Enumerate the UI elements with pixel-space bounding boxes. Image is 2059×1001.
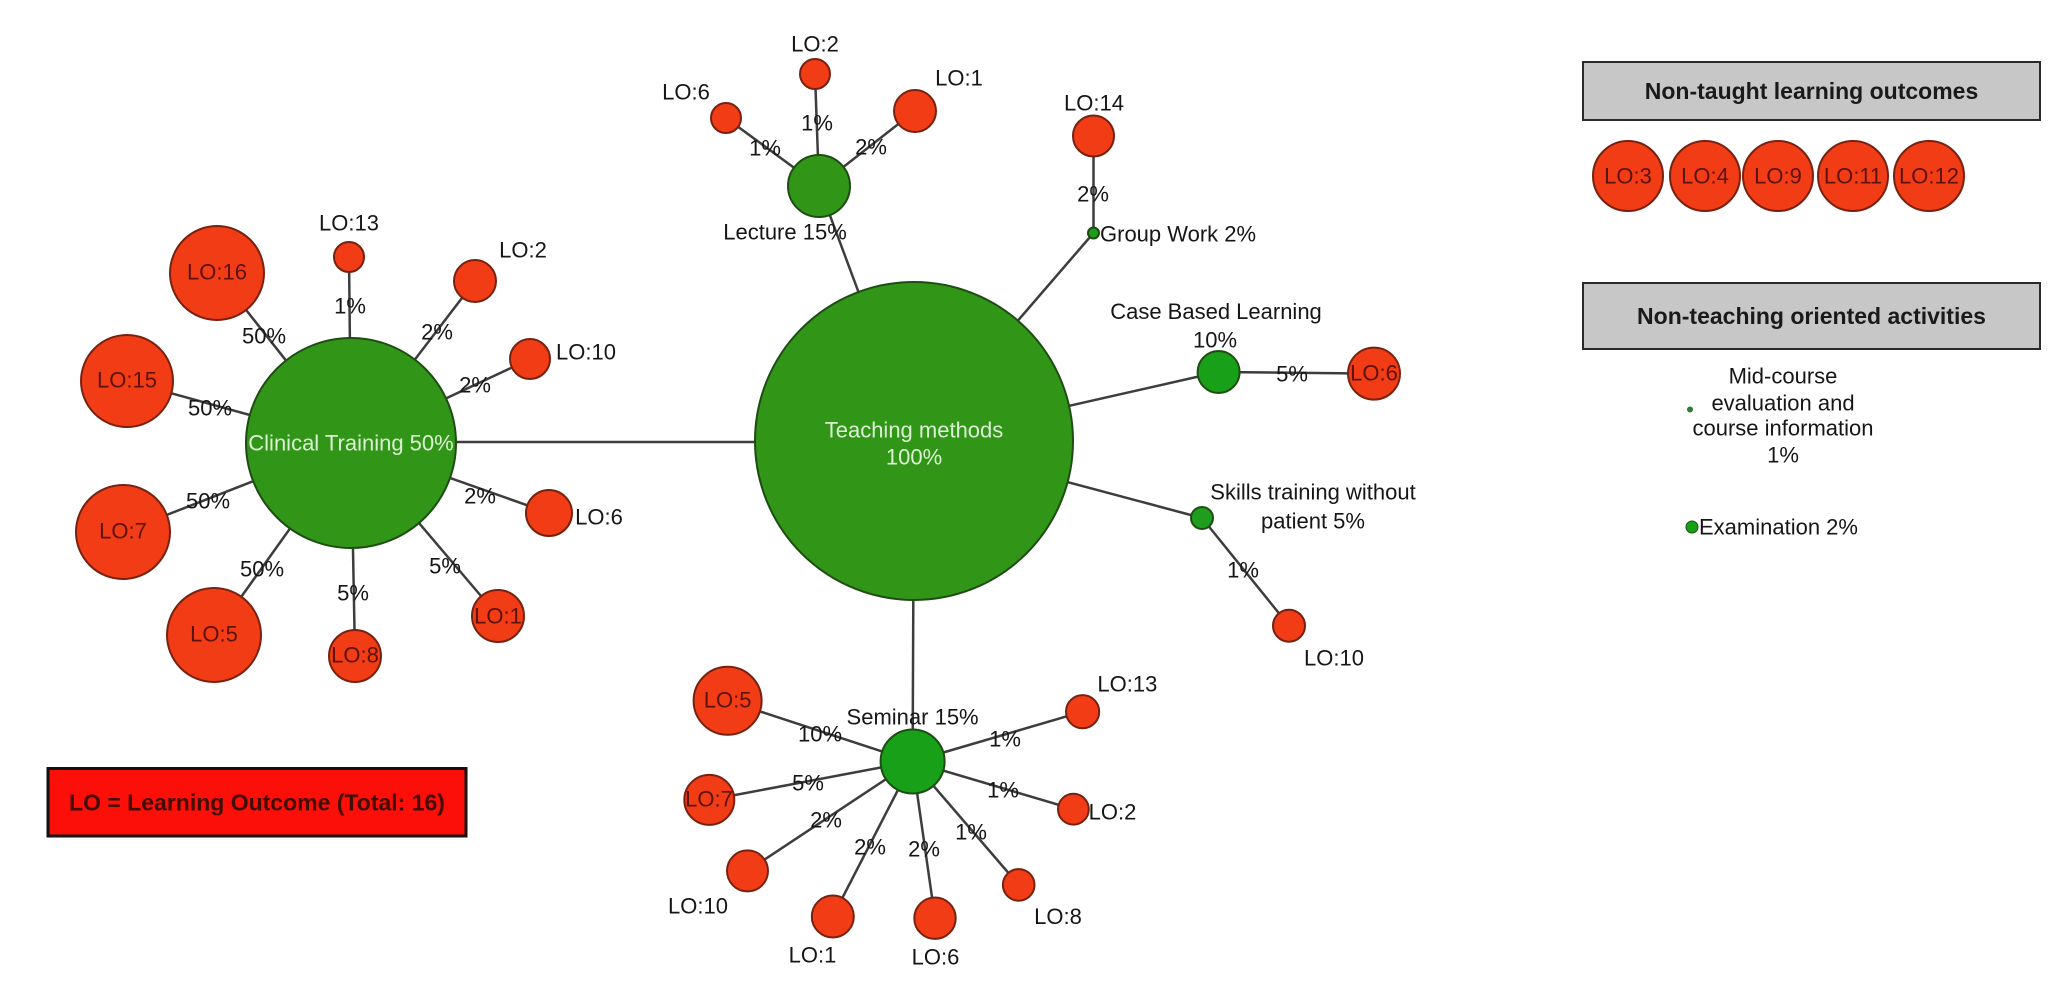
svg-text:course information: course information — [1693, 416, 1874, 441]
svg-text:LO:16: LO:16 — [187, 260, 247, 285]
svg-text:1%: 1% — [334, 294, 366, 319]
svg-text:2%: 2% — [854, 835, 886, 860]
svg-text:10%: 10% — [1193, 328, 1237, 353]
svg-text:LO = Learning Outcome (Total:: LO = Learning Outcome (Total: 16) — [69, 790, 445, 816]
svg-text:evaluation and: evaluation and — [1711, 391, 1854, 416]
svg-text:Clinical Training 50%: Clinical Training 50% — [248, 431, 453, 456]
svg-text:LO:14: LO:14 — [1064, 91, 1124, 116]
svg-text:LO:13: LO:13 — [1097, 672, 1157, 697]
svg-text:5%: 5% — [429, 554, 461, 579]
svg-text:2%: 2% — [908, 837, 940, 862]
svg-text:2%: 2% — [459, 373, 491, 398]
svg-text:LO:10: LO:10 — [668, 894, 728, 919]
svg-text:LO:3: LO:3 — [1604, 164, 1652, 189]
svg-text:1%: 1% — [987, 778, 1019, 803]
svg-text:1%: 1% — [955, 820, 987, 845]
svg-text:Skills training without: Skills training without — [1210, 480, 1415, 505]
svg-text:Teaching methods: Teaching methods — [825, 418, 1004, 443]
svg-text:LO:4: LO:4 — [1681, 164, 1729, 189]
svg-text:LO:7: LO:7 — [685, 787, 733, 812]
svg-text:2%: 2% — [464, 484, 496, 509]
svg-text:LO:1: LO:1 — [935, 66, 983, 91]
svg-text:LO:6: LO:6 — [1350, 361, 1398, 386]
svg-text:Non-teaching oriented activiti: Non-teaching oriented activities — [1637, 303, 1986, 329]
svg-text:LO:6: LO:6 — [575, 505, 623, 530]
svg-text:2%: 2% — [421, 320, 453, 345]
svg-text:50%: 50% — [188, 396, 232, 421]
svg-text:Case Based Learning: Case Based Learning — [1110, 299, 1322, 324]
svg-text:LO:1: LO:1 — [789, 943, 837, 968]
svg-text:LO:6: LO:6 — [662, 80, 710, 105]
svg-text:LO:5: LO:5 — [704, 688, 752, 713]
svg-text:100%: 100% — [886, 445, 942, 470]
svg-text:50%: 50% — [240, 557, 284, 582]
svg-text:1%: 1% — [1767, 443, 1799, 468]
svg-text:LO:8: LO:8 — [1034, 904, 1082, 929]
svg-text:2%: 2% — [1077, 182, 1109, 207]
svg-text:Lecture 15%: Lecture 15% — [723, 220, 847, 245]
svg-text:1%: 1% — [989, 727, 1021, 752]
svg-text:Mid-course: Mid-course — [1729, 364, 1838, 389]
svg-text:LO:9: LO:9 — [1754, 164, 1802, 189]
svg-text:Examination 2%: Examination 2% — [1699, 515, 1858, 540]
svg-text:Non-taught learning outcomes: Non-taught learning outcomes — [1645, 78, 1979, 104]
svg-text:LO:11: LO:11 — [1824, 164, 1882, 189]
svg-text:LO:10: LO:10 — [1304, 646, 1364, 671]
svg-text:LO:5: LO:5 — [190, 622, 238, 647]
svg-text:LO:10: LO:10 — [556, 340, 616, 365]
svg-text:1%: 1% — [801, 111, 833, 136]
svg-text:LO:7: LO:7 — [99, 519, 147, 544]
svg-text:2%: 2% — [810, 808, 842, 833]
svg-text:LO:2: LO:2 — [1089, 800, 1137, 825]
svg-text:5%: 5% — [1276, 362, 1308, 387]
svg-text:LO:2: LO:2 — [499, 238, 547, 263]
svg-text:LO:6: LO:6 — [912, 945, 960, 970]
svg-text:5%: 5% — [337, 581, 369, 606]
svg-text:10%: 10% — [798, 722, 842, 747]
svg-text:patient 5%: patient 5% — [1261, 509, 1365, 534]
svg-text:LO:2: LO:2 — [791, 32, 839, 57]
svg-text:50%: 50% — [186, 489, 230, 514]
svg-text:LO:1: LO:1 — [474, 604, 522, 629]
svg-text:Seminar 15%: Seminar 15% — [847, 705, 979, 730]
svg-text:1%: 1% — [749, 136, 781, 161]
svg-text:2%: 2% — [855, 135, 887, 160]
svg-text:50%: 50% — [242, 324, 286, 349]
svg-text:LO:13: LO:13 — [319, 211, 379, 236]
svg-text:5%: 5% — [792, 771, 824, 796]
svg-text:LO:15: LO:15 — [97, 368, 157, 393]
svg-text:LO:8: LO:8 — [331, 643, 379, 668]
svg-text:LO:12: LO:12 — [1899, 164, 1959, 189]
svg-text:Group Work 2%: Group Work 2% — [1100, 222, 1256, 247]
svg-text:1%: 1% — [1227, 558, 1259, 583]
